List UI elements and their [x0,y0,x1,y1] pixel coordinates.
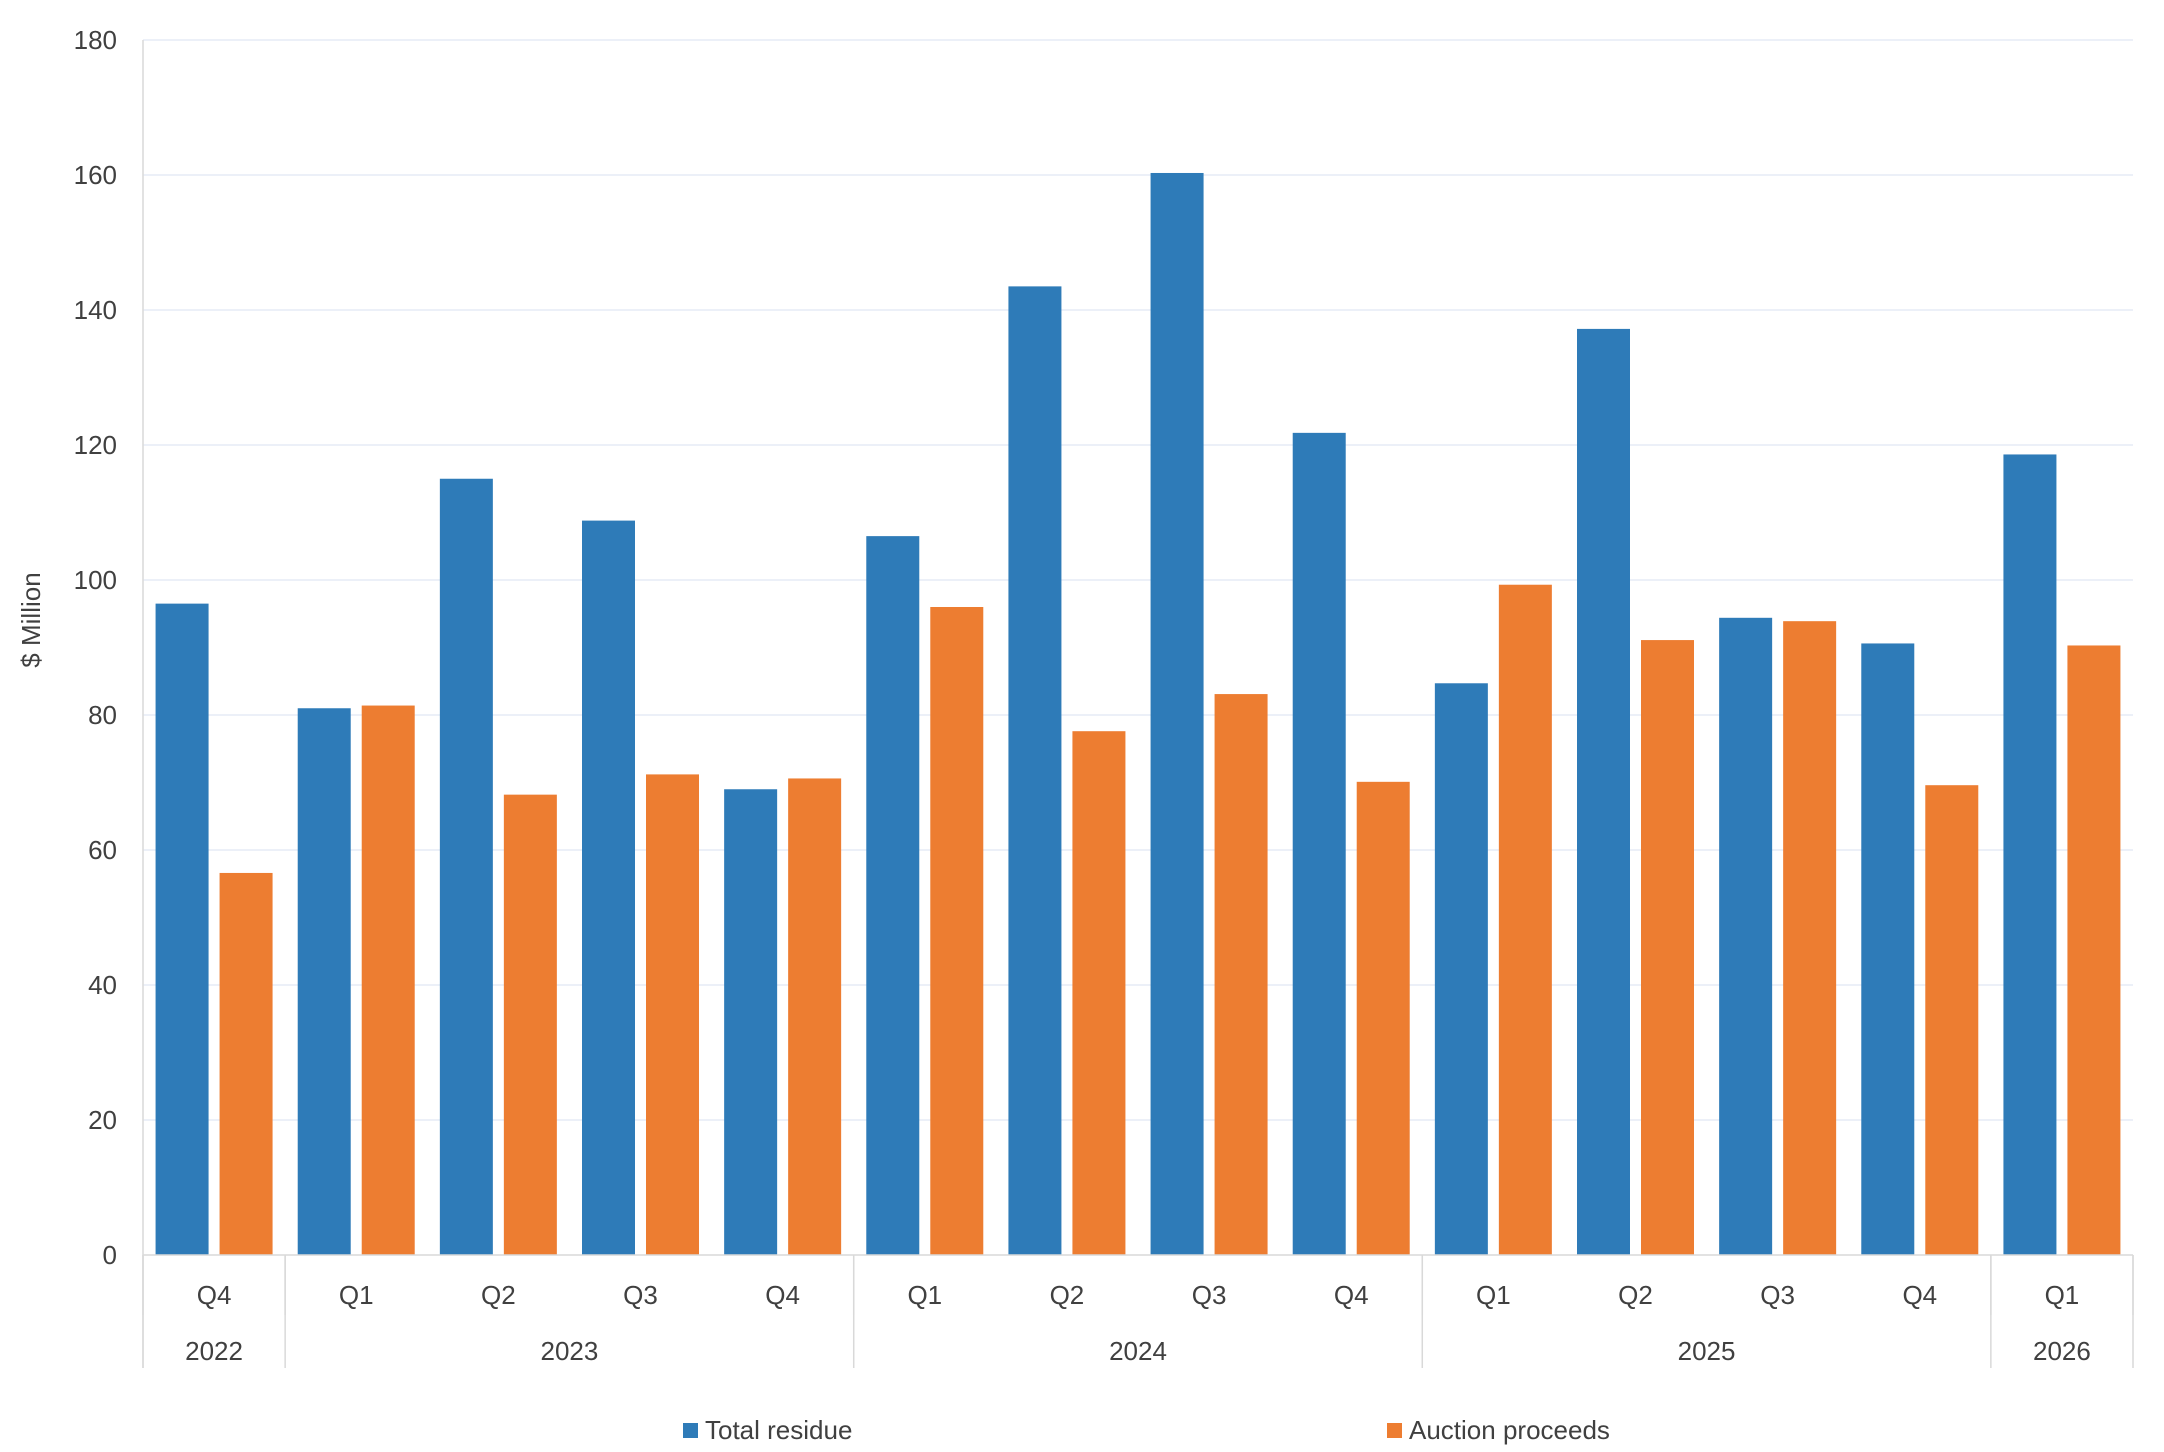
bar-auction-proceeds [1498,584,1552,1255]
x-category-label: Q1 [2045,1280,2080,1310]
legend: Total residue Auction proceeds [683,1415,1610,1445]
axes: 0 20 40 60 80 100 120 140 160 180 Q4 Q1 Q2 Q3 Q4 Q1 Q2 Q3… [74,25,2134,1368]
x-category-label: Q2 [481,1280,516,1310]
bar-auction-proceeds [788,778,842,1255]
bar-auction-proceeds [361,705,415,1255]
x-category-label: Q4 [1334,1280,1369,1310]
bar-total-residue [1008,286,1062,1255]
bar-auction-proceeds [1641,640,1694,1255]
x-category-label: Q4 [765,1280,800,1310]
bar-total-residue [582,520,635,1255]
legend-swatch [683,1423,698,1438]
bar-total-residue [1719,617,1773,1255]
bar-total-residue [1577,328,1630,1255]
y-tick-label: 180 [74,25,117,55]
bar-total-residue [1861,643,1915,1255]
x-year-label: 2024 [1109,1336,1167,1366]
y-tick-label: 60 [88,835,117,865]
bar-auction-proceeds [930,607,984,1255]
bar-total-residue [1150,172,1204,1256]
y-tick-label: 100 [74,565,117,595]
y-tick-label: 140 [74,295,117,325]
x-year-label: 2023 [541,1336,599,1366]
x-category-label: Q1 [339,1280,374,1310]
bar-auction-proceeds [1072,731,1126,1255]
bar-total-residue [439,478,493,1255]
bar-auction-proceeds [1214,694,1268,1255]
bar-auction-proceeds [1925,785,1979,1255]
x-category-label: Q3 [1192,1280,1227,1310]
legend-swatch [1387,1423,1402,1438]
y-tick-label: 120 [74,430,117,460]
bar-total-residue [2003,454,2057,1255]
bar-total-residue [155,603,209,1255]
bar-auction-proceeds [646,774,699,1255]
bar-total-residue [1434,683,1488,1255]
x-category-label: Q3 [623,1280,658,1310]
bars [155,172,2121,1256]
y-tick-label: 160 [74,160,117,190]
y-tick-label: 20 [88,1105,117,1135]
x-category-label: Q3 [1760,1280,1795,1310]
x-year-label: 2026 [2033,1336,2091,1366]
x-category-label: Q2 [1050,1280,1085,1310]
bar-auction-proceeds [1356,781,1410,1255]
bar-total-residue [866,536,920,1255]
x-category-label: Q1 [1476,1280,1511,1310]
x-year-label: 2022 [185,1336,243,1366]
legend-label: Total residue [705,1415,852,1445]
bar-total-residue [1292,432,1346,1256]
bar-auction-proceeds [503,794,557,1255]
bar-total-residue [724,789,778,1255]
bar-auction-proceeds [1783,621,1837,1255]
y-tick-label: 40 [88,970,117,1000]
x-category-label: Q4 [197,1280,232,1310]
legend-label: Auction proceeds [1409,1415,1610,1445]
x-category-label: Q2 [1618,1280,1653,1310]
x-category-label: Q4 [1902,1280,1937,1310]
y-tick-label: 0 [103,1240,117,1270]
bar-auction-proceeds [2067,645,2121,1255]
y-tick-label: 80 [88,700,117,730]
x-year-label: 2025 [1678,1336,1736,1366]
bar-auction-proceeds [219,872,273,1255]
bar-total-residue [297,708,351,1255]
x-category-label: Q1 [907,1280,942,1310]
y-axis-title: $ Million [16,572,46,667]
